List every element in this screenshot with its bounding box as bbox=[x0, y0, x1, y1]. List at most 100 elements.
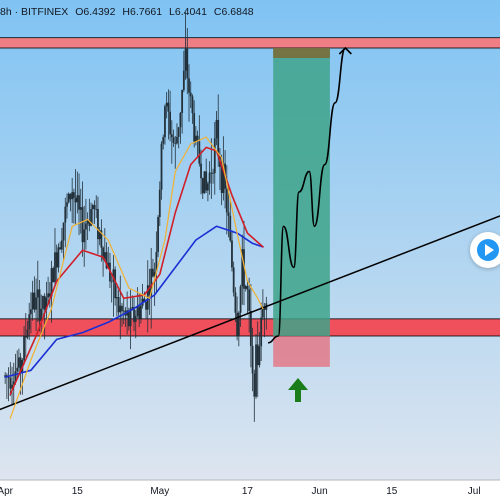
play-button[interactable] bbox=[470, 232, 500, 268]
candle-body bbox=[196, 135, 199, 142]
candle-body bbox=[60, 240, 63, 250]
candle-body bbox=[193, 113, 196, 142]
candle-body bbox=[138, 306, 141, 319]
candle-body bbox=[88, 220, 91, 226]
candle-body bbox=[35, 297, 37, 310]
candle-body bbox=[93, 205, 96, 210]
candle-body bbox=[198, 141, 201, 164]
candle-body bbox=[227, 212, 230, 216]
target-zone-top-band bbox=[273, 48, 330, 58]
candle-body bbox=[251, 345, 254, 374]
chart-background bbox=[0, 0, 500, 480]
candle-body bbox=[19, 357, 22, 373]
candle-body bbox=[59, 247, 62, 250]
candle-body bbox=[18, 357, 20, 368]
candle-body bbox=[119, 305, 122, 313]
candle-body bbox=[40, 308, 43, 321]
stop-zone bbox=[273, 336, 330, 367]
candle-body bbox=[225, 188, 228, 213]
candle-body bbox=[31, 292, 34, 310]
candle-body bbox=[177, 127, 180, 137]
candle-body bbox=[4, 375, 7, 378]
chart-header: 8h · BITFINEX O6.4392 H6.7661 L6.4041 C6… bbox=[0, 6, 258, 18]
candle-body bbox=[162, 137, 165, 144]
candle-body bbox=[50, 268, 53, 297]
close-value: C6.6848 bbox=[213, 6, 254, 18]
play-icon bbox=[477, 239, 499, 261]
candle-body bbox=[72, 192, 75, 198]
candle-body bbox=[42, 295, 44, 309]
candle-body bbox=[176, 136, 178, 144]
candle-body bbox=[179, 112, 182, 128]
candle-body bbox=[64, 206, 67, 223]
candle-body bbox=[241, 249, 244, 287]
candle-body bbox=[28, 314, 31, 330]
x-tick-label: 15 bbox=[386, 486, 398, 497]
candle-body bbox=[69, 193, 72, 200]
candle-body bbox=[237, 312, 240, 337]
symbol-label[interactable]: 8h · BITFINEX bbox=[0, 6, 69, 18]
candle-body bbox=[164, 106, 166, 138]
candle-body bbox=[115, 297, 118, 299]
candle-body bbox=[258, 346, 261, 366]
candle-body bbox=[23, 336, 25, 361]
candle-body bbox=[54, 252, 56, 283]
candle-body bbox=[260, 317, 263, 347]
candle-body bbox=[207, 183, 209, 191]
candle-body bbox=[174, 142, 177, 144]
x-tick-label: 15 bbox=[72, 486, 84, 497]
candle-body bbox=[127, 310, 130, 327]
candle-body bbox=[47, 293, 50, 298]
candle-body bbox=[201, 178, 204, 194]
candle-body bbox=[182, 70, 185, 90]
candle-body bbox=[232, 267, 235, 293]
candle-body bbox=[215, 119, 218, 139]
candle-body bbox=[256, 344, 259, 366]
candle-body bbox=[67, 193, 70, 203]
candle-body bbox=[83, 229, 86, 243]
candle-body bbox=[30, 309, 32, 315]
candle-body bbox=[205, 171, 208, 191]
candle-body bbox=[136, 306, 139, 316]
candle-body bbox=[11, 384, 13, 389]
candle-body bbox=[100, 230, 103, 248]
candle-body bbox=[243, 249, 245, 289]
open-value: O6.4392 bbox=[75, 6, 116, 18]
candle-body bbox=[117, 297, 120, 313]
candle-body bbox=[263, 307, 266, 310]
x-tick-label: Jun bbox=[312, 486, 328, 497]
candle-body bbox=[234, 292, 237, 313]
low-value: L6.4041 bbox=[169, 6, 207, 18]
ema-fast-line bbox=[9, 136, 264, 419]
candle-body bbox=[200, 163, 202, 179]
candle-body bbox=[78, 195, 80, 210]
candle-body bbox=[139, 305, 142, 319]
candle-body bbox=[129, 308, 132, 327]
candle-body bbox=[181, 89, 184, 113]
candle-body bbox=[167, 102, 170, 112]
candle-body bbox=[97, 209, 99, 240]
candle-body bbox=[95, 209, 98, 210]
candle-body bbox=[79, 207, 82, 210]
candle-body bbox=[220, 166, 223, 193]
candle-body bbox=[213, 138, 216, 174]
candle-body bbox=[236, 312, 239, 337]
candle-body bbox=[229, 215, 232, 241]
up-arrow-icon bbox=[288, 378, 308, 402]
x-tick-label: 17 bbox=[242, 486, 254, 497]
projection-path bbox=[267, 47, 347, 344]
candle-body bbox=[253, 373, 256, 397]
candle-body bbox=[121, 305, 123, 312]
candle-body bbox=[188, 78, 190, 93]
x-tick-label: Apr bbox=[0, 486, 14, 497]
candle-body bbox=[98, 230, 101, 240]
candle-body bbox=[165, 102, 168, 107]
candle-body bbox=[107, 262, 110, 269]
candles-layer bbox=[4, 12, 268, 422]
candle-body bbox=[55, 252, 58, 268]
candle-body bbox=[102, 247, 104, 260]
candle-body bbox=[103, 252, 106, 260]
candle-body bbox=[133, 306, 135, 322]
